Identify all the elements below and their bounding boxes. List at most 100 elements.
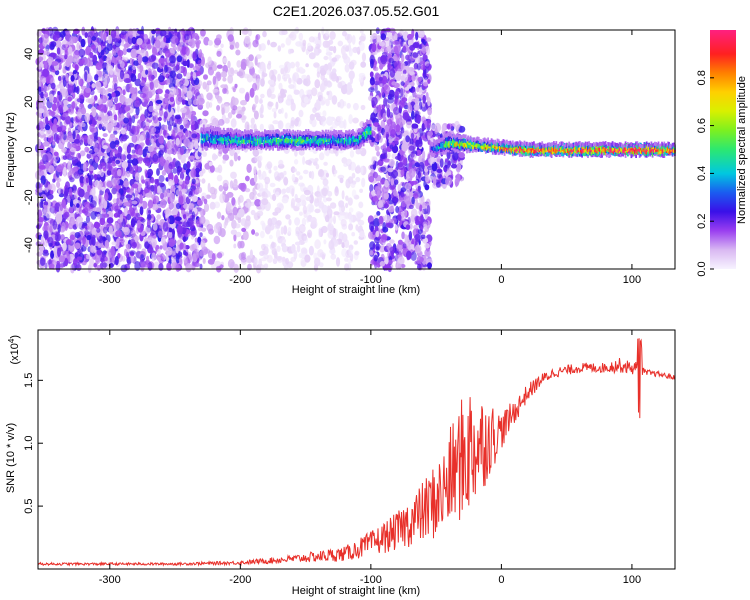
spectrogram-cell [123,43,129,49]
spectrogram-cell [110,245,115,256]
spectrogram-cell [424,243,430,249]
spectrogram-cell [123,78,131,84]
spectrogram-cell [315,43,321,50]
spectrogram-cell [260,93,265,99]
spectrogram-cell [241,251,247,261]
spectrogram-cell [179,124,184,130]
spectrogram-cell [242,230,249,241]
spectrogram-cell [408,230,413,241]
spectrogram-cell [280,107,284,114]
spectrogram-cell [222,77,227,82]
spectrogram-cell [102,262,108,268]
spectrogram-cell [137,54,143,65]
spectrogram-cell [185,263,192,273]
spectrogram-cell [84,146,90,153]
spectrogram-cell [288,84,295,89]
spectrogram-cell [273,171,280,180]
spectrogram-cell [62,105,68,111]
spectrogram-cell [123,226,130,236]
spectrogram-cell [76,98,84,103]
spectrogram-cell [214,167,221,173]
spectrogram-cell [155,88,163,95]
spectrogram-cell [158,150,162,157]
spectrogram-cell [178,190,182,197]
spectrogram-cell [135,106,140,116]
spectrogram-cell [375,230,380,238]
spectrogram-cell [50,41,57,48]
spectrogram-cell [56,126,63,133]
spectrogram-cell [351,35,356,45]
spectrogram-cell [190,229,196,236]
spectrogram-cell [175,63,179,70]
spectrogram-cell [198,49,203,59]
spectrogram-cell [106,210,114,220]
spectrogram-cell [391,81,397,86]
spectrogram-cell [164,208,170,215]
spectrogram-cell [120,127,127,135]
spectrogram-cell [176,55,183,63]
spectrogram-cell [169,55,176,64]
spectrogram-cell [255,34,261,40]
spectrogram-cell [56,181,61,189]
spectrogram-cell [388,57,394,64]
spectrogram-cell [245,175,250,182]
spectrogram-cell [57,75,62,81]
spectrogram-cell [175,160,181,169]
spectrogram-cell [90,44,96,50]
spectrogram-cell [413,103,420,111]
spectrogram-cell [53,158,57,167]
spectrogram-cells [35,25,676,274]
spectrogram-cell [144,109,149,119]
spectrogram-cell [330,253,337,260]
spectrogram-cell [91,245,96,254]
spectrogram-cell [288,218,292,226]
spectrogram-cell [94,74,99,81]
spectrogram-cell [186,72,191,80]
spectrogram-cell [159,107,164,117]
spectrogram-cell [290,102,296,112]
spectrogram-cell [145,137,150,146]
spectrogram-cell [426,205,431,215]
spectrogram-cell [138,156,143,164]
spectrogram-cell [233,152,238,162]
spectrogram-cell [49,52,57,58]
spectrogram-cell [117,49,124,57]
spectrogram-cell [381,86,385,96]
spectrogram-cell [136,38,143,46]
spectrogram-cell [269,182,276,188]
spectrogram-cell [349,150,355,158]
spectrogram-cell [91,36,97,41]
spectrogram-cell [281,256,286,262]
spectrogram-cell [112,50,117,56]
spectrogram-cell [212,64,218,71]
spectrogram-cell [163,115,167,123]
spectrogram-cell [111,55,115,64]
spectrogram-cell [285,187,291,194]
spectrogram-cell [147,168,154,177]
spectrogram-cell [391,197,399,204]
spectrogram-cell [146,219,151,229]
spectrogram-cell [244,202,252,208]
spectrogram-cell [235,49,241,56]
spectrogram-cell [149,81,154,90]
spectrogram-cell [408,161,413,168]
spectrogram-cell [60,234,65,241]
spectrogram-cell [278,64,285,69]
spectrogram-cell [98,203,104,209]
spectrogram-cell [78,35,83,43]
spectrogram-cell [258,44,262,52]
spectrogram-cell [348,207,354,213]
spectrogram-cell [290,120,295,127]
spectrogram-cell [159,156,165,167]
spectrogram-cell [388,158,395,167]
spectrogram-cell [58,141,65,150]
spectrogram-cell [280,67,285,75]
spectrogram-cell [124,106,131,112]
spectrogram-cell [103,199,108,209]
spectrogram-cell [410,132,415,139]
spectrogram-cell [384,179,389,188]
spectrogram-cell [216,174,223,182]
spectrogram-cell [451,163,457,169]
spectrogram-cell [140,218,146,223]
spectrogram-cell [337,40,344,47]
